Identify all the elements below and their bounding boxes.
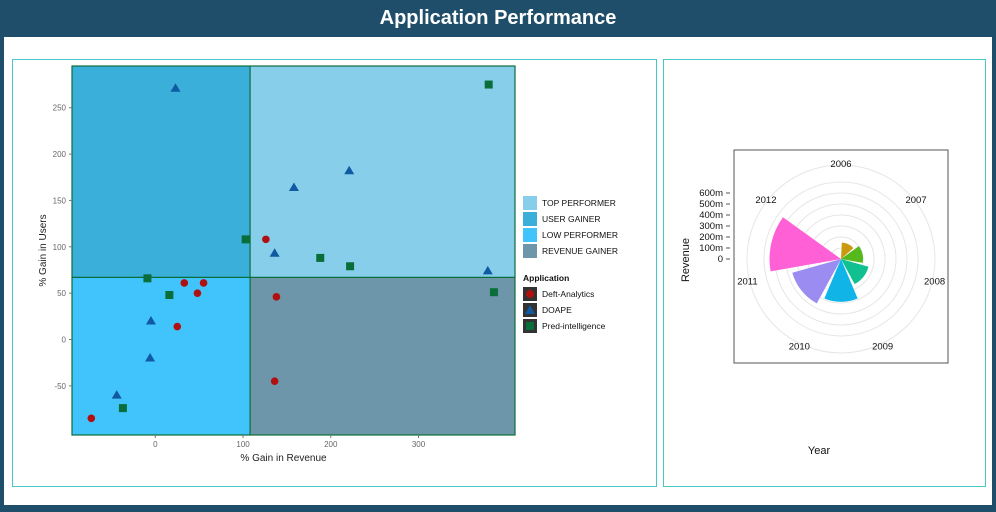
point-pred-intelligence bbox=[241, 235, 250, 244]
x-tick-label: 200 bbox=[324, 440, 338, 449]
radius-tick-label: 100m bbox=[699, 243, 723, 254]
plot-border bbox=[71, 65, 516, 436]
year-label: 2008 bbox=[924, 276, 945, 287]
year-label: 2011 bbox=[737, 276, 757, 287]
wedge-2007 bbox=[841, 246, 863, 263]
legend-label: USER GAINER bbox=[542, 214, 601, 224]
polar-x-axis-title: Year bbox=[808, 445, 831, 457]
x-tick-label: 300 bbox=[412, 440, 426, 449]
point-doape bbox=[145, 353, 156, 362]
legend-swatch-top-performer bbox=[523, 196, 537, 210]
wedge-2011 bbox=[769, 217, 841, 272]
polar-panel: 2006 2007 2008 2009 2010 2011 2012 0 100m 200m 300… bbox=[663, 59, 986, 487]
wedge-2009 bbox=[824, 259, 858, 302]
point-deft-analytics bbox=[262, 235, 270, 244]
legend-swatch-low-performer bbox=[523, 228, 537, 242]
point-deft-analytics bbox=[199, 279, 208, 287]
point-deft-analytics bbox=[173, 322, 182, 331]
quadrant-scatter-chart: 0 100 200 300 -50 0 50 100 150 200 250 % Gain in Re… bbox=[38, 65, 618, 464]
point-doape bbox=[170, 83, 181, 92]
point-pred-intelligence bbox=[165, 291, 174, 300]
y-tick-label: 250 bbox=[53, 104, 67, 113]
year-label: 2009 bbox=[872, 341, 893, 352]
y-tick-label: 50 bbox=[57, 289, 66, 298]
wedge-2008 bbox=[841, 259, 869, 285]
year-label: 2010 bbox=[789, 341, 810, 352]
point-doape bbox=[288, 182, 299, 191]
legend-label: DOAPE bbox=[542, 305, 572, 315]
year-label: 2006 bbox=[830, 159, 851, 170]
year-label: 2012 bbox=[755, 195, 776, 206]
legend-swatch-revenue-gainer bbox=[523, 244, 537, 258]
legend-label: Deft-Analytics bbox=[542, 289, 594, 299]
polar-y-axis-title: Revenue bbox=[680, 238, 692, 282]
point-deft-analytics bbox=[87, 414, 96, 423]
scatter-panel: 0 100 200 300 -50 0 50 100 150 200 250 % Gain in Re… bbox=[12, 59, 657, 487]
point-deft-analytics bbox=[270, 377, 279, 386]
point-doape bbox=[145, 315, 156, 325]
radius-tick-label: 200m bbox=[699, 232, 723, 243]
y-tick-label: 100 bbox=[53, 243, 67, 252]
point-deft-analytics bbox=[180, 279, 189, 287]
year-label: 2007 bbox=[905, 195, 926, 206]
point-pred-intelligence bbox=[484, 80, 493, 89]
legend-marker-doape bbox=[525, 305, 535, 314]
page-title: Application Performance bbox=[379, 7, 617, 29]
legend-label: TOP PERFORMER bbox=[542, 198, 616, 208]
radius-tick-label: 300m bbox=[699, 221, 723, 232]
radius-tick-label: 0 bbox=[718, 254, 723, 265]
point-doape bbox=[111, 390, 122, 399]
point-pred-intelligence bbox=[143, 274, 152, 283]
polar-gridline-outer bbox=[746, 164, 936, 354]
legend-marker-pred bbox=[526, 322, 534, 330]
radius-tick-label: 400m bbox=[699, 210, 723, 221]
quadrant-low-performer bbox=[72, 277, 251, 435]
quadrant-top-performer bbox=[250, 66, 516, 278]
legend-title: Application bbox=[523, 273, 569, 283]
polar-gridline bbox=[763, 181, 919, 337]
point-doape bbox=[482, 265, 493, 275]
y-axis-title: % Gain in Users bbox=[38, 214, 49, 286]
x-tick-label: 100 bbox=[236, 440, 250, 449]
x-tick-label: 0 bbox=[153, 440, 158, 449]
legend-marker-deft bbox=[526, 290, 534, 298]
wedge-2006 bbox=[841, 242, 854, 259]
legend-swatch-user-gainer bbox=[523, 212, 537, 226]
point-pred-intelligence bbox=[316, 253, 325, 262]
y-tick-label: -50 bbox=[54, 382, 66, 391]
quadrant-revenue-gainer bbox=[250, 277, 516, 435]
wedge-2010 bbox=[792, 259, 841, 304]
dashboard-content: 0 100 200 300 -50 0 50 100 150 200 250 % Gain in Re… bbox=[4, 37, 992, 505]
y-tick-label: 150 bbox=[53, 196, 67, 205]
revenue-polar-chart: 2006 2007 2008 2009 2010 2011 2012 0100m200m300… bbox=[680, 149, 949, 457]
quadrant-user-gainer bbox=[72, 66, 251, 278]
legend-label: LOW PERFORMER bbox=[542, 230, 618, 240]
y-tick-label: 0 bbox=[62, 336, 67, 345]
point-doape bbox=[269, 248, 280, 257]
y-tick-label: 200 bbox=[53, 150, 67, 159]
radius-tick-label: 600m bbox=[699, 188, 723, 199]
legend-label: Pred-intelligence bbox=[542, 321, 606, 331]
point-deft-analytics bbox=[193, 289, 202, 297]
x-axis-title: % Gain in Revenue bbox=[240, 453, 327, 464]
point-pred-intelligence bbox=[118, 404, 127, 413]
radius-tick-label: 500m bbox=[699, 199, 723, 210]
point-deft-analytics bbox=[272, 293, 281, 301]
point-pred-intelligence bbox=[489, 288, 498, 297]
legend-label: REVENUE GAINER bbox=[542, 246, 618, 256]
point-doape bbox=[344, 165, 355, 175]
point-pred-intelligence bbox=[346, 262, 355, 271]
